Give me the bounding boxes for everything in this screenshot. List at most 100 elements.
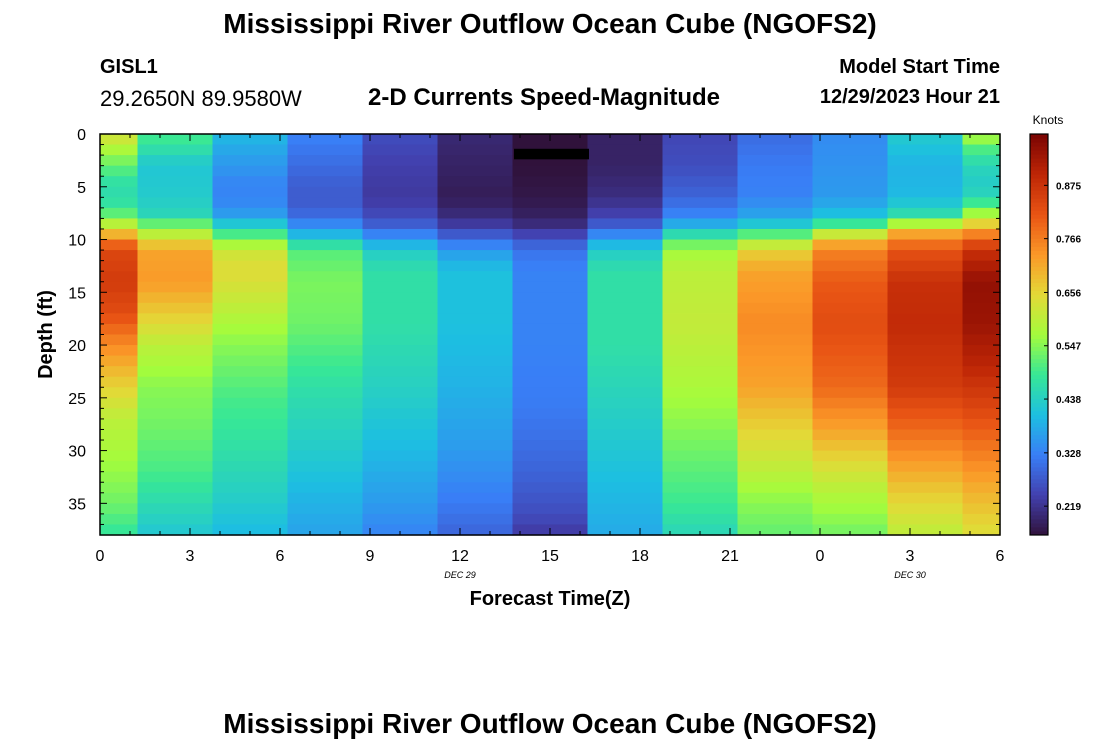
colorbar-tick-label: 0.547 [1056, 342, 1081, 353]
colorbar-segment [1030, 454, 1048, 460]
heatmap-cell [512, 302, 589, 314]
heatmap-cell [100, 250, 139, 262]
heatmap-cell [287, 408, 364, 420]
heatmap-cell [812, 144, 889, 156]
heatmap-cell [662, 418, 739, 431]
heatmap-cell [587, 345, 664, 357]
heatmap-cell [100, 186, 139, 198]
colorbar-segment [1030, 170, 1048, 175]
heatmap-cell [962, 334, 1001, 346]
heatmap-cell [887, 450, 964, 462]
heatmap-cell [662, 165, 739, 177]
heatmap-cell [737, 313, 814, 325]
heatmap-cells [100, 134, 1001, 536]
heatmap-cell [887, 302, 964, 314]
heatmap-cell [737, 271, 814, 283]
heatmap-cell [737, 228, 814, 241]
colorbar-segment [1030, 386, 1048, 392]
heatmap-cell [362, 408, 439, 420]
colorbar-segment [1030, 474, 1048, 480]
colorbar-segment [1030, 482, 1048, 488]
heatmap-cell [512, 492, 589, 504]
colorbar-segment [1030, 390, 1048, 396]
colorbar-segment [1030, 426, 1048, 432]
heatmap-cell [362, 345, 439, 357]
colorbar-segment [1030, 174, 1048, 179]
heatmap-cell [362, 524, 439, 536]
x-tick-label: 6 [276, 548, 285, 565]
heatmap-cell [512, 397, 589, 409]
heatmap-cell [100, 292, 139, 304]
colorbar-segment [1030, 354, 1048, 360]
heatmap-cell [962, 513, 1001, 526]
heatmap-cell [437, 250, 514, 262]
colorbar-tick-label: 0.875 [1056, 181, 1081, 192]
colorbar-segment [1030, 210, 1048, 215]
heatmap-cell [887, 165, 964, 177]
heatmap-cell [287, 323, 364, 336]
heatmap-cell [437, 440, 514, 452]
heatmap-cell [737, 440, 814, 452]
heatmap-cell [100, 408, 139, 420]
heatmap-cell [662, 387, 739, 399]
colorbar-segment [1030, 398, 1048, 404]
colorbar-segment [1030, 222, 1048, 227]
heatmap-cell [662, 366, 739, 378]
heatmap-cell [287, 271, 364, 283]
heatmap-cell [887, 134, 964, 146]
heatmap-cell [737, 218, 814, 230]
heatmap-cell [662, 197, 739, 209]
heatmap-cell [812, 271, 889, 283]
colorbar-segment [1030, 306, 1048, 311]
heatmap-cell [962, 503, 1001, 515]
heatmap-cell [137, 271, 214, 283]
heatmap-cell [212, 176, 289, 188]
heatmap-cell [962, 281, 1001, 293]
footer-title: Mississippi River Outflow Ocean Cube (NG… [223, 708, 877, 739]
heatmap-cell [437, 471, 514, 483]
colorbar-segment [1030, 478, 1048, 484]
heatmap-cell [212, 440, 289, 452]
y-tick-label: 25 [68, 391, 86, 408]
heatmap-cell [812, 524, 889, 536]
heatmap-cell [962, 440, 1001, 452]
colorbar-tick-label: 0.766 [1056, 235, 1081, 246]
heatmap-cell [587, 513, 664, 526]
heatmap-cell [737, 408, 814, 420]
colorbar-segment [1030, 282, 1048, 287]
heatmap-cell [100, 155, 139, 167]
heatmap-cell [812, 218, 889, 230]
heatmap-cell [887, 176, 964, 188]
heatmap-cell [287, 461, 364, 473]
heatmap-cell [962, 376, 1001, 388]
colorbar-segment [1030, 238, 1048, 243]
heatmap-cell [512, 513, 589, 526]
heatmap-cell [812, 260, 889, 272]
heatmap-cell [287, 355, 364, 367]
heatmap-cell [137, 345, 214, 357]
heatmap-cell [737, 387, 814, 399]
colorbar-segment [1030, 302, 1048, 307]
heatmap-cell [137, 165, 214, 177]
x-axis-tick-labels: 0 3 6 9 12 15 18 21 0 3 6 [96, 548, 1005, 565]
heatmap-cell [287, 165, 364, 177]
heatmap-cell [512, 429, 589, 441]
heatmap-cell [662, 461, 739, 473]
heatmap-cell [812, 345, 889, 357]
heatmap-cell [887, 355, 964, 367]
heatmap-cell [587, 239, 664, 251]
heatmap-cell [512, 271, 589, 283]
heatmap-cell [212, 482, 289, 494]
station-id: GISL1 [100, 56, 158, 78]
heatmap-cell [737, 461, 814, 473]
heatmap-cell [212, 524, 289, 536]
heatmap-cell [362, 482, 439, 494]
heatmap-cell [100, 376, 139, 388]
heatmap-cell [887, 292, 964, 304]
heatmap-cell [287, 228, 364, 241]
heatmap-cell [287, 366, 364, 378]
heatmap-cell [437, 186, 514, 198]
colorbar-segment [1030, 458, 1048, 464]
heatmap-cell [287, 397, 364, 409]
